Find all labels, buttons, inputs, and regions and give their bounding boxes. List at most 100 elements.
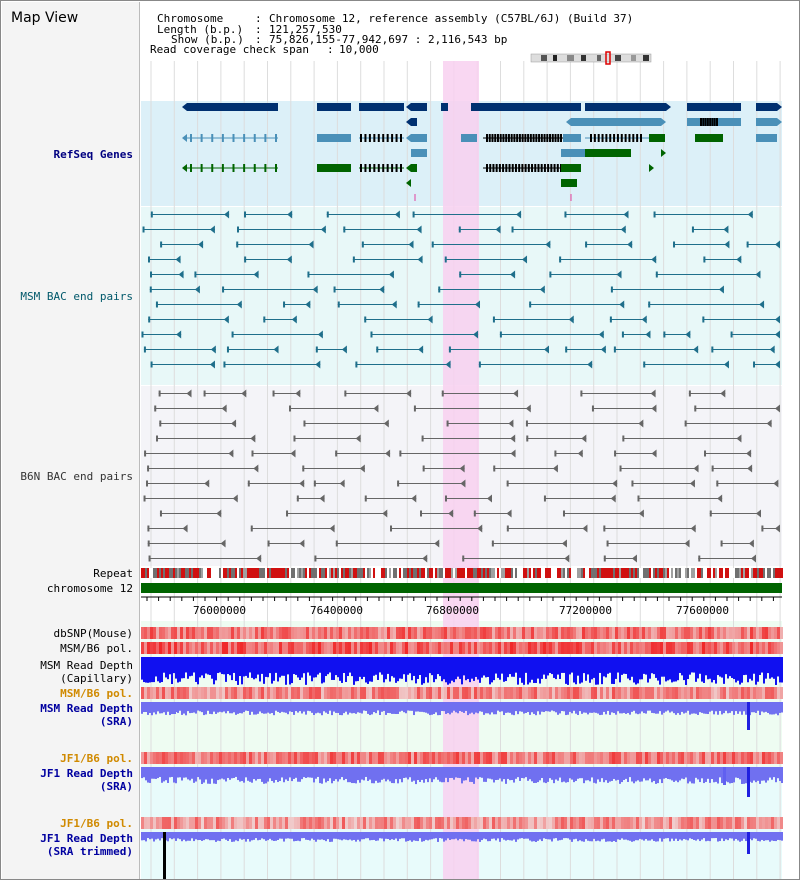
jf1-pol-cell [651, 752, 654, 764]
jf1-depth-trimmed-bar [275, 832, 277, 841]
msm-pol-cell [384, 642, 387, 654]
jf1-pol2-cell [372, 817, 375, 829]
jf1-pol2-cell [672, 817, 675, 829]
msm-pol2-cell [387, 687, 390, 699]
jf1-depth-sra-bar [243, 767, 245, 783]
msm-pol2-cell [354, 687, 357, 699]
track-label-chromosome[interactable]: chromosome 12 [46, 582, 133, 595]
msm-depth-sra-bar [435, 702, 437, 713]
track-label-jf1-depth-trimmed[interactable]: JF1 Read Depth [40, 832, 133, 845]
jf1-depth-sra-bar [551, 767, 553, 780]
repeat-segment [377, 568, 379, 578]
jf1-pol-cell [714, 752, 717, 764]
track-label-dbsnp[interactable]: dbSNP(Mouse) [53, 627, 133, 640]
msm-depth-capillary-bar [193, 657, 195, 673]
pair-end-arrow [232, 494, 238, 503]
repeat-segment [667, 568, 669, 578]
jf1-pol2-cell [162, 817, 165, 829]
jf1-depth-trimmed-bar [309, 832, 311, 841]
track-label-refseq-genes[interactable]: RefSeq Genes [53, 148, 133, 161]
jf1-pol2-cell [540, 817, 543, 829]
msm-depth-capillary-bar [771, 657, 773, 678]
gene-exon-block [411, 149, 427, 157]
msm-depth-capillary-bar [171, 657, 173, 685]
pair-end [511, 226, 514, 233]
track-label-msm-pol-2[interactable]: MSM/B6 pol. [60, 687, 133, 700]
track-label-msm-bac[interactable]: MSM BAC end pairs [20, 290, 133, 303]
gene-exon-block [571, 118, 661, 126]
pair-end [223, 361, 226, 368]
msm-pol2-cell [714, 687, 717, 699]
gene-exon [382, 164, 385, 172]
gene-exon [395, 164, 398, 172]
msm-depth-sra-bar [241, 702, 243, 714]
dbsnp-cell [405, 627, 408, 639]
repeat-segment [241, 568, 243, 578]
jf1-depth-trimmed-bar [249, 832, 251, 842]
jf1-pol2-cell [171, 817, 174, 829]
dbsnp-cell [189, 627, 192, 639]
dbsnp-cell [564, 627, 567, 639]
jf1-pol2-cell [141, 817, 144, 829]
track-label-jf1-pol-2[interactable]: JF1/B6 pol. [60, 817, 133, 830]
pair-end-arrow [416, 225, 422, 234]
msm-depth-capillary-bar [525, 657, 527, 673]
repeat-segment [275, 568, 277, 578]
pair-end [141, 331, 144, 338]
jf1-pol-cell [561, 752, 564, 764]
jf1-depth-sra-bar [241, 767, 243, 782]
repeat-segment [171, 568, 173, 578]
jf1-pol2-cell [744, 817, 747, 829]
jf1-pol-cell [375, 752, 378, 764]
jf1-pol2-cell [336, 817, 339, 829]
jf1-pol-cell [573, 752, 576, 764]
msm-depth-capillary-bar [481, 657, 483, 678]
dbsnp-cell [663, 627, 666, 639]
pair-end-arrow [508, 419, 514, 428]
jf1-pol2-cell [420, 817, 423, 829]
msm-depth-capillary-bar [637, 657, 639, 684]
repeat-segment [227, 568, 229, 578]
repeat-segment [335, 568, 337, 578]
pair-end-arrow [422, 554, 428, 563]
dbsnp-cell [525, 627, 528, 639]
dbsnp-cell [399, 627, 402, 639]
msm-depth-sra-bar [253, 702, 255, 715]
msm-depth-sra-bar [635, 702, 637, 714]
msm-pol2-cell [573, 687, 576, 699]
dbsnp-cell [462, 627, 465, 639]
jf1-depth-trimmed-bar [397, 832, 399, 842]
jf1-pol2-cell [306, 817, 309, 829]
dbsnp-cell [438, 627, 441, 639]
repeat-segment [499, 568, 501, 578]
gene-exon [527, 164, 530, 172]
dbsnp-cell [180, 627, 183, 639]
track-label-jf1-depth-sra[interactable]: JF1 Read Depth [40, 767, 133, 780]
jf1-depth-trimmed-bar [173, 832, 175, 839]
track-label-b6n-bac[interactable]: B6N BAC end pairs [20, 470, 133, 483]
track-label-msm-depth-sra[interactable]: MSM Read Depth [40, 702, 133, 715]
msm-pol2-cell [417, 687, 420, 699]
jf1-pol2-cell [477, 817, 480, 829]
repeat-segment [421, 568, 423, 578]
jf1-pol2-cell [318, 817, 321, 829]
track-label-msm-pol-1[interactable]: MSM/B6 pol. [60, 642, 133, 655]
jf1-depth-sra-bar [623, 767, 625, 781]
track-label-msm-depth-capillary[interactable]: MSM Read Depth [40, 659, 133, 672]
track-label-repeat[interactable]: Repeat [93, 567, 133, 580]
track-label-jf1-pol-1[interactable]: JF1/B6 pol. [60, 752, 133, 765]
jf1-pol2-cell [219, 817, 222, 829]
jf1-depth-trimmed-bar [613, 832, 615, 842]
msm-pol2-cell [408, 687, 411, 699]
jf1-pol-cell [357, 752, 360, 764]
pair-end [603, 525, 606, 532]
gene-exon [711, 118, 714, 126]
jf1-depth-trimmed-bar [185, 832, 187, 842]
pair-end-arrow [209, 360, 215, 369]
jf1-depth-sra-bar [779, 767, 781, 782]
jf1-pol-cell [708, 752, 711, 764]
jf1-pol-cell [297, 752, 300, 764]
msm-pol2-cell [570, 687, 573, 699]
msm-pol-cell [186, 642, 189, 654]
